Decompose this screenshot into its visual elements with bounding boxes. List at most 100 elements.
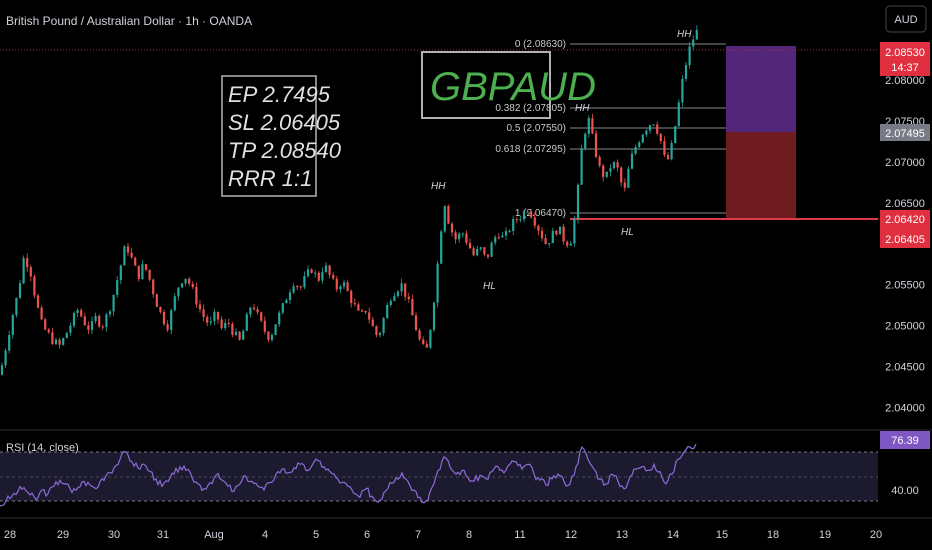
trade-info-box[interactable] [221, 75, 317, 197]
candle-body [627, 168, 630, 188]
candle-body [612, 162, 616, 169]
fib-label-0618: 0.618 (2.07295) [495, 144, 566, 155]
candle-body [119, 265, 122, 281]
candle-body [332, 274, 335, 279]
fib-retracement[interactable]: 0 (2.08630) 0.382 (2.07805) 0.5 (2.07550… [495, 39, 726, 219]
candle-body [429, 329, 432, 348]
candle-body [638, 142, 641, 147]
candle-body [94, 315, 97, 322]
candle-body [80, 310, 83, 317]
candle-body [375, 326, 378, 336]
position-target-zone[interactable] [726, 46, 796, 132]
candle-body [544, 238, 547, 244]
candle-body [461, 233, 464, 235]
candle-body [155, 294, 158, 307]
candle-body [562, 226, 565, 242]
candle-body [227, 322, 230, 324]
candle-body [249, 307, 252, 315]
candle-body [465, 233, 468, 243]
candle-body [630, 153, 634, 169]
chart-title: British Pound / Australian Dollar · 1h ·… [6, 14, 252, 28]
candle-body [350, 291, 353, 303]
candle-body [432, 302, 436, 330]
candle-body [177, 287, 180, 297]
time-tick-label: 14 [667, 529, 679, 541]
candle-body [324, 265, 328, 272]
candle-body [33, 276, 36, 296]
candle-body [602, 165, 605, 177]
candle-body [62, 338, 65, 345]
candle-body [101, 326, 104, 328]
candle-body [522, 211, 526, 220]
candle-body [234, 331, 238, 335]
candle-body [598, 156, 601, 166]
trade-sl: SL 2.06405 [228, 110, 341, 135]
candle-body [591, 118, 594, 134]
candle-body [378, 332, 382, 336]
candle-body [299, 286, 302, 288]
rsi-band [0, 452, 878, 501]
symbol-watermark: GBPAUD [430, 65, 596, 109]
candle-body [188, 278, 191, 284]
candle-body [663, 141, 666, 156]
candle-body [317, 272, 320, 281]
candle-body [29, 267, 32, 277]
candle-body [126, 246, 130, 253]
candle-body [310, 269, 313, 273]
candle-body [130, 252, 133, 258]
stop-price-1: 2.06420 [885, 214, 925, 226]
price-tick-label: 2.04000 [885, 403, 925, 415]
time-tick-label: 20 [870, 529, 882, 541]
candle-body [418, 330, 421, 340]
candle-body [620, 167, 623, 183]
currency-label: AUD [894, 14, 917, 26]
currency-button[interactable] [885, 5, 927, 33]
candle-body [231, 323, 234, 335]
candle-body [386, 304, 389, 319]
candle-body [195, 287, 198, 305]
candle-body [393, 295, 396, 301]
candle-body [123, 246, 126, 266]
candle-body [296, 286, 299, 288]
candle-body [512, 219, 515, 231]
candle-body [364, 310, 367, 313]
candle-body [652, 124, 655, 126]
label-hl-2: HL [621, 227, 634, 238]
candle-body [396, 291, 400, 296]
candle-body [519, 219, 522, 221]
time-tick-label: 12 [565, 529, 577, 541]
symbol-box[interactable] [421, 51, 551, 119]
candle-body [371, 319, 374, 327]
price-tick-label: 2.06500 [885, 198, 925, 210]
candle-body [436, 263, 439, 303]
price-tick-label: 2.07000 [885, 157, 925, 169]
price-tick-label: 2.05500 [885, 280, 925, 292]
candle-body [18, 283, 22, 298]
candle-body [220, 319, 223, 329]
time-tick-label: Aug [204, 529, 224, 541]
price-tick-label: 2.04500 [885, 362, 925, 374]
candle-body [87, 325, 90, 330]
candle-body [425, 344, 428, 348]
candle-body [389, 300, 392, 305]
candle-body [684, 65, 688, 79]
candle-body [245, 314, 248, 331]
candle-body [346, 282, 349, 292]
rsi-line[interactable] [0, 443, 697, 507]
candles[interactable] [0, 25, 698, 376]
candle-body [382, 318, 385, 333]
candle-body [11, 315, 14, 335]
candle-body [454, 232, 457, 240]
rsi-value-tag [880, 431, 930, 449]
fib-label-0: 0 (2.08630) [515, 39, 566, 50]
candle-body [22, 257, 25, 284]
candle-body [566, 241, 569, 246]
candle-body [490, 242, 493, 257]
position-stop-zone[interactable] [726, 132, 796, 219]
candle-body [551, 230, 554, 244]
candle-body [576, 184, 580, 220]
time-axis[interactable]: 28 29 30 31 Aug 4 5 6 7 8 11 12 13 14 15 18 19 20 [4, 529, 882, 541]
trade-tp: TP 2.08540 [228, 138, 342, 163]
candle-body [47, 329, 50, 333]
